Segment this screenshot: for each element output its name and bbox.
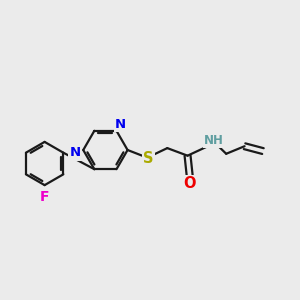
Text: O: O: [184, 176, 196, 191]
Text: N: N: [115, 118, 126, 130]
Text: F: F: [39, 190, 49, 204]
Text: S: S: [143, 151, 154, 166]
Text: N: N: [70, 146, 81, 159]
Text: NH: NH: [204, 134, 224, 147]
